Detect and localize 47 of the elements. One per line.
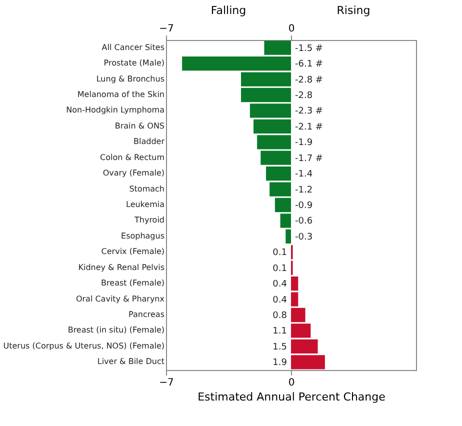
y-tick-label: Stomach	[129, 184, 164, 194]
y-tick-label: Liver & Bile Duct	[97, 357, 164, 366]
data-label: -0.9	[295, 201, 313, 211]
y-tick-label: Pancreas	[128, 310, 164, 319]
y-tick-label: Prostate (Male)	[104, 58, 164, 68]
y-tick-label: Lung & Bronchus	[96, 74, 164, 84]
data-label: 0.1	[272, 264, 287, 274]
y-tick-label: Breast (Female)	[101, 278, 164, 288]
data-label: -0.6	[295, 216, 313, 227]
y-tick-label: Brain & ONS	[114, 121, 164, 130]
data-label: -1.7 #	[295, 154, 323, 164]
y-tick-label: Non-Hodgkin Lymphoma	[66, 106, 165, 115]
y-tick-label: Thyroid	[134, 216, 164, 225]
x-axis-title: Estimated Annual Percent Change	[198, 390, 386, 404]
x2-tick-label: 0	[288, 378, 295, 388]
y-tick-label: Leukemia	[126, 200, 165, 209]
data-label: 1.9	[272, 358, 288, 368]
data-label: -2.8	[295, 91, 313, 101]
data-label: 0.4	[272, 280, 288, 290]
y-tick-label: Cervix (Female)	[101, 247, 164, 256]
data-label: 0.4	[272, 295, 288, 306]
data-label: -0.3	[295, 232, 313, 242]
data-label: -2.3 #	[295, 106, 323, 117]
y-tick-label: Uterus (Corpus & Uterus, NOS) (Female)	[3, 341, 164, 350]
y-tick-label: Oral Cavity & Pharynx	[76, 294, 165, 304]
data-label: 0.1	[272, 248, 287, 258]
data-label: -1.5 #	[295, 44, 323, 54]
data-label: -2.8 #	[295, 75, 323, 86]
y-tick-label: Ovary (Female)	[102, 168, 164, 178]
y-tick-label: Melanoma of the Skin	[77, 90, 164, 99]
data-label: 0.8	[272, 311, 288, 321]
y-tick-label: Breast (in situ) (Female)	[68, 326, 164, 335]
y-tick-label: Bladder	[134, 137, 166, 146]
data-label: -6.1 #	[295, 60, 323, 70]
data-label: 1.5	[272, 342, 287, 352]
text: Rising	[336, 4, 370, 17]
x2-tick-label: −7	[159, 378, 174, 388]
text: Falling	[210, 4, 246, 17]
y-tick-label: Kidney & Renal Pelvis	[78, 262, 164, 272]
data-label: 1.1	[272, 326, 287, 337]
data-label: -1.9	[295, 138, 313, 148]
y-tick-label: All Cancer Sites	[102, 42, 164, 52]
data-label: -2.1 #	[295, 122, 323, 132]
data-label: -1.4	[295, 170, 313, 180]
y-tick-label: Colon & Rectum	[100, 152, 165, 162]
data-label: -1.2	[295, 185, 313, 196]
y-tick-label: Esophagus	[121, 231, 164, 240]
